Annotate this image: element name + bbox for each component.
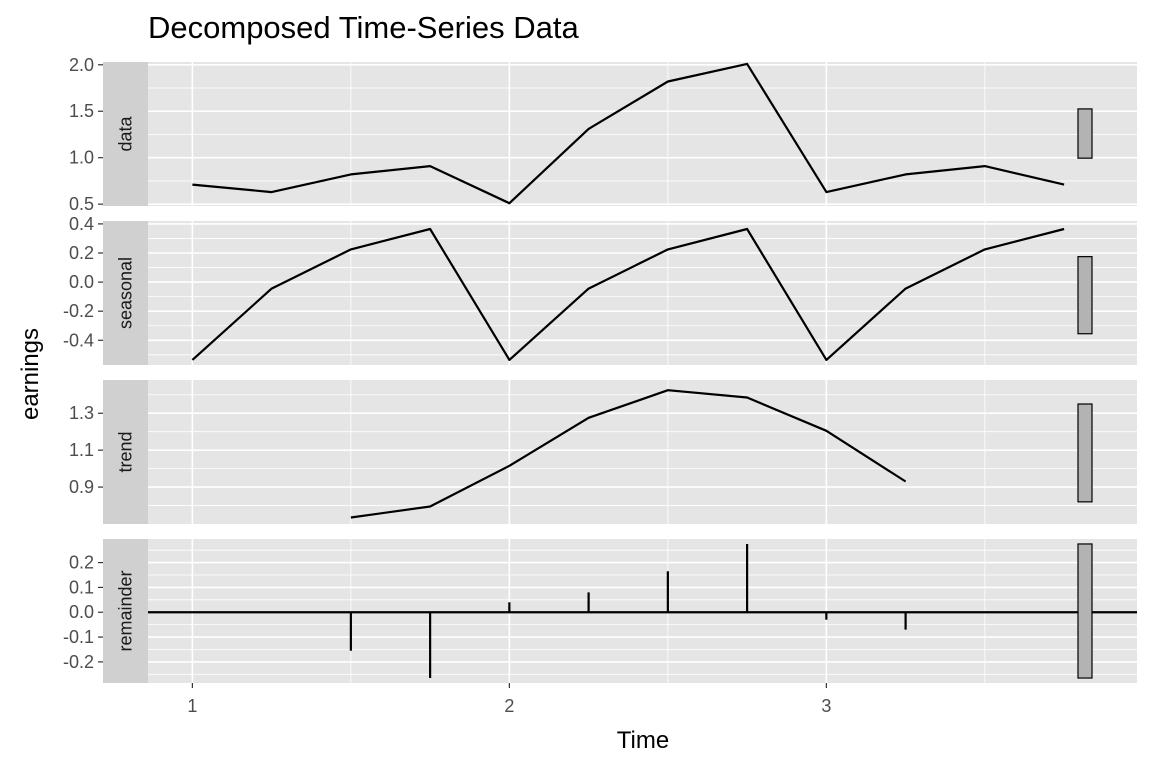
- y-tick-label: 2.0: [69, 55, 94, 75]
- series-line-trend: [350, 389, 907, 519]
- y-tick-label: 0.5: [69, 194, 94, 214]
- panel-background: [148, 62, 1137, 206]
- chart-title: Decomposed Time-Series Data: [148, 10, 579, 45]
- y-tick-label: 1.3: [69, 403, 94, 423]
- y-tick-label: 0.2: [69, 553, 94, 573]
- strip-label-remainder: remainder: [116, 570, 136, 651]
- panel-background: [148, 380, 1137, 524]
- y-tick-label: 0.0: [69, 602, 94, 622]
- x-tick-label: 1: [187, 696, 197, 716]
- x-axis-title: Time: [617, 727, 669, 754]
- series-line-seasonal: [191, 227, 1065, 361]
- facet-strip: [103, 539, 148, 683]
- panel-data: 0.5 1.0 1.5 2.0 data: [69, 55, 1137, 214]
- y-tick-label: -0.2: [63, 652, 94, 672]
- y-tick-label: 1.5: [69, 101, 94, 121]
- y-tick-label: 1.0: [69, 148, 94, 168]
- panel-background: [148, 221, 1137, 365]
- panel-remainder: -0.2 -0.1 0.0 0.1 0.2 remainder: [63, 539, 1137, 683]
- y-axis-title: earnings: [17, 328, 44, 420]
- strip-label-data: data: [116, 116, 136, 152]
- facet-panels: 0.5 1.0 1.5 2.0 data -0.4 -0.2 0.0 0.2 0.4 seasona…: [63, 55, 1137, 683]
- y-tick-label: 1.1: [69, 440, 94, 460]
- y-tick-label: 0.9: [69, 477, 94, 497]
- facet-strip: [103, 62, 148, 206]
- panel-seasonal: -0.4 -0.2 0.0 0.2 0.4 seasonal: [63, 214, 1137, 365]
- x-axis: 1 2 3: [187, 683, 831, 716]
- x-tick-label: 3: [821, 696, 831, 716]
- y-tick-label: 0.2: [69, 243, 94, 263]
- strip-label-trend: trend: [116, 431, 136, 472]
- y-tick-label: 0.1: [69, 577, 94, 597]
- range-bar: [1077, 108, 1093, 159]
- y-tick-label: 0.0: [69, 272, 94, 292]
- range-bar: [1077, 256, 1093, 335]
- x-tick-label: 2: [504, 696, 514, 716]
- panel-trend: 0.9 1.1 1.3 trend: [69, 380, 1137, 524]
- series-line-data: [192, 62, 1065, 205]
- y-tick-label: -0.4: [63, 330, 94, 350]
- y-tick-label: -0.1: [63, 627, 94, 647]
- range-bar: [1077, 543, 1093, 679]
- y-tick-label: -0.2: [63, 301, 94, 321]
- facet-strip: [103, 380, 148, 524]
- strip-label-seasonal: seasonal: [116, 257, 136, 329]
- facet-strip: [103, 221, 148, 365]
- y-tick-label: 0.4: [69, 214, 94, 234]
- range-bar: [1077, 403, 1093, 503]
